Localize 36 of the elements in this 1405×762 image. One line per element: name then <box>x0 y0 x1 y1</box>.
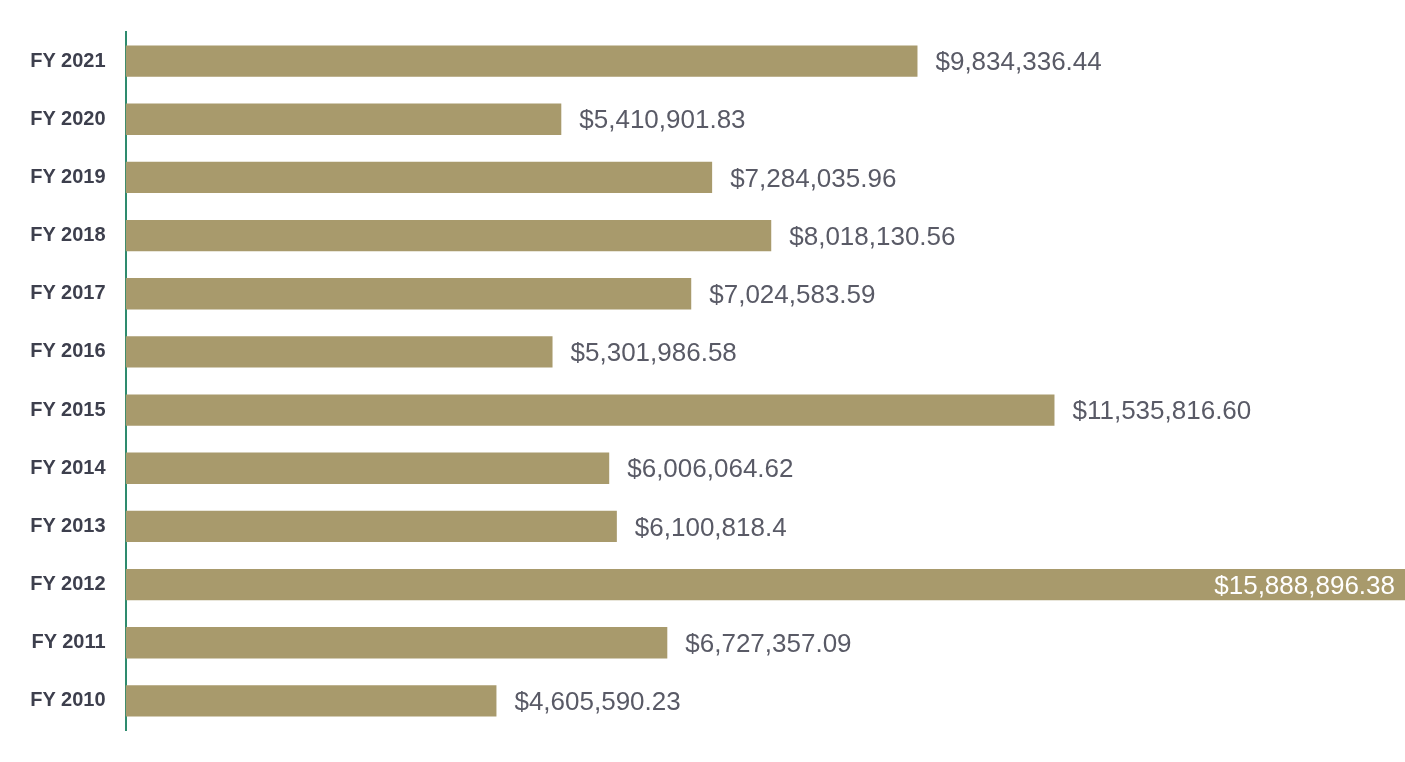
bar <box>125 685 497 717</box>
y-tick-label: FY 2014 <box>30 455 107 478</box>
bar <box>125 161 713 194</box>
bar <box>125 568 1405 601</box>
y-tick-label: FY 2017 <box>30 281 106 304</box>
bar <box>125 103 562 135</box>
y-tick-label: FY 2013 <box>30 513 106 536</box>
data-label: $5,410,901.83 <box>579 104 746 135</box>
data-label: $11,535,816.60 <box>1072 395 1252 426</box>
bar <box>125 394 1055 426</box>
data-label: $6,100,818.4 <box>634 511 787 542</box>
y-tick-label: FY 2020 <box>30 106 106 129</box>
y-tick-label: FY 2016 <box>30 339 106 362</box>
y-tick-label: FY 2018 <box>30 223 106 246</box>
bar <box>125 219 772 252</box>
data-label: $7,024,583.59 <box>709 278 876 309</box>
y-tick-label: FY 2021 <box>30 48 106 71</box>
bar <box>125 452 610 484</box>
data-label: $6,727,357.09 <box>685 627 852 658</box>
bar <box>125 336 553 368</box>
data-label: $7,284,035.96 <box>730 162 897 193</box>
data-label: $5,301,986.58 <box>570 337 737 368</box>
y-tick-label: FY 2011 <box>31 630 106 653</box>
data-label: $9,834,336.44 <box>935 46 1102 77</box>
data-label: $6,006,064.62 <box>627 453 794 484</box>
y-tick-label: FY 2015 <box>30 397 106 420</box>
bar <box>125 45 918 77</box>
y-tick-label: FY 2010 <box>30 688 106 711</box>
bar <box>125 510 617 543</box>
y-tick-label: FY 2012 <box>30 572 106 595</box>
data-label: $8,018,130.56 <box>789 220 956 251</box>
bar <box>125 278 692 310</box>
y-tick-label: FY 2019 <box>30 164 106 187</box>
bar <box>125 627 668 659</box>
data-label: $15,888,896.38 <box>1214 569 1395 600</box>
data-label: $4,605,590.23 <box>514 686 681 717</box>
